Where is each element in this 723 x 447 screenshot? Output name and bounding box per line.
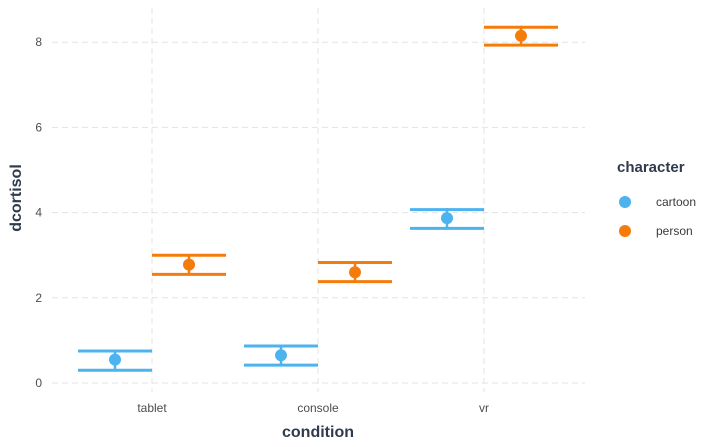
y-axis-title: dcortisol xyxy=(8,164,25,232)
y-tick-label: 8 xyxy=(35,35,42,49)
data-point-group xyxy=(152,253,226,276)
y-tick-label: 4 xyxy=(35,206,42,220)
x-tick-label: vr xyxy=(479,401,489,415)
y-tick-label: 6 xyxy=(35,120,42,134)
data-point-group xyxy=(244,344,318,367)
legend-key-person xyxy=(619,225,631,237)
x-tick-label: console xyxy=(297,401,339,415)
y-tick-label: 2 xyxy=(35,291,42,305)
data-point xyxy=(441,212,453,225)
legend-title: character xyxy=(617,159,685,176)
data-point-group xyxy=(318,260,392,284)
data-point xyxy=(515,29,527,42)
data-point-group xyxy=(78,349,152,372)
data-point xyxy=(275,349,287,362)
legend-key-cartoon xyxy=(619,196,631,208)
data-point-group xyxy=(484,25,558,47)
data-point-group xyxy=(410,208,484,230)
y-tick-labels: 0 2 4 6 8 xyxy=(35,35,42,390)
data-point xyxy=(183,258,195,271)
x-tick-label: tablet xyxy=(137,401,167,415)
data-point xyxy=(349,266,361,279)
data-point xyxy=(109,353,121,366)
legend-label-person: person xyxy=(656,224,693,238)
x-axis-title: condition xyxy=(282,424,354,441)
grid-lines xyxy=(52,8,585,392)
chart-marks xyxy=(78,25,558,372)
x-tick-labels: tablet console vr xyxy=(137,401,489,415)
legend-label-cartoon: cartoon xyxy=(656,195,696,209)
y-tick-label: 0 xyxy=(35,376,42,390)
legend: character cartoon person xyxy=(617,159,696,238)
